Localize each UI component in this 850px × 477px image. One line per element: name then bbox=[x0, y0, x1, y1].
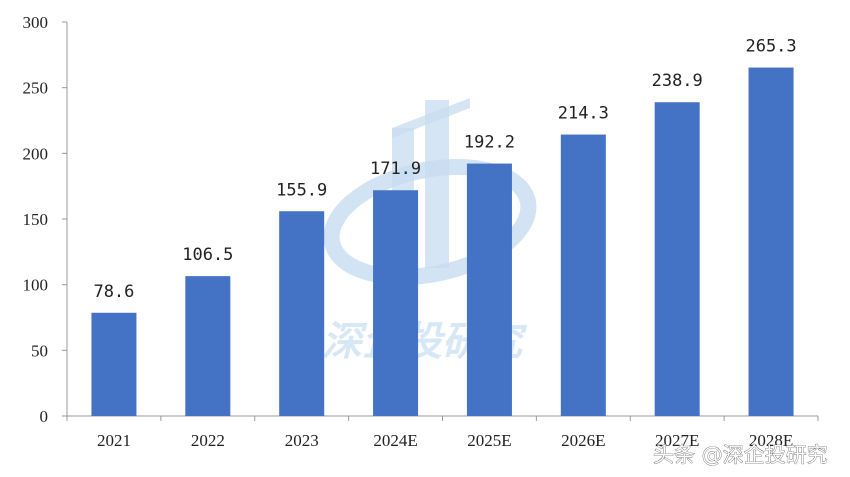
x-tick-label-2021: 2021 bbox=[97, 431, 131, 450]
watermark-ring bbox=[323, 159, 537, 285]
data-label-2026E: 214.3 bbox=[558, 104, 609, 124]
y-tick-label: 250 bbox=[23, 79, 49, 98]
y-tick-label: 50 bbox=[31, 341, 48, 360]
bar-2025E bbox=[466, 163, 512, 416]
x-tick-label-2023: 2023 bbox=[285, 431, 319, 450]
y-tick-label: 100 bbox=[23, 276, 49, 295]
x-axis-ticks: 2021 2022 2023 2024E 2025E 2026E 2027E 2028E bbox=[66, 416, 819, 450]
bar-2028E bbox=[748, 67, 794, 417]
y-tick-label: 300 bbox=[23, 13, 49, 32]
x-tick-label-2026E: 2026E bbox=[561, 431, 605, 450]
bar-2027E bbox=[654, 102, 700, 417]
y-tick-label: 0 bbox=[40, 407, 49, 426]
bar-2026E bbox=[560, 134, 606, 416]
watermark-roof bbox=[392, 98, 470, 138]
bar-2021 bbox=[91, 312, 137, 416]
bar-2023 bbox=[279, 211, 325, 416]
y-tick-label: 150 bbox=[23, 210, 49, 229]
bars bbox=[91, 67, 794, 417]
x-tick-label-2024E: 2024E bbox=[373, 431, 417, 450]
y-tick-label: 200 bbox=[23, 144, 49, 163]
credit-text: 头条 @深企投研究 bbox=[653, 443, 828, 467]
data-label-2023: 155.9 bbox=[276, 180, 327, 200]
x-tick-label-2022: 2022 bbox=[191, 431, 225, 450]
x-tick-label-2028E: 2028E bbox=[749, 431, 793, 450]
data-label-2025E: 192.2 bbox=[464, 133, 515, 153]
data-label-2024E: 171.9 bbox=[370, 159, 421, 179]
data-label-2028E: 265.3 bbox=[745, 37, 796, 57]
bar-2024E bbox=[373, 190, 419, 416]
y-axis-ticks: 0 50 100 150 200 250 300 bbox=[23, 13, 67, 426]
data-labels: 78.6 106.5 155.9 171.9 192.2 214.3 238.9 265.3 bbox=[93, 37, 796, 302]
watermark-pillar-right bbox=[425, 100, 449, 268]
data-label-2027E: 238.9 bbox=[652, 71, 703, 91]
x-tick-label-2025E: 2025E bbox=[467, 431, 511, 450]
data-label-2021: 78.6 bbox=[93, 282, 134, 302]
bar-2022 bbox=[185, 276, 231, 416]
data-label-2022: 106.5 bbox=[182, 245, 233, 265]
x-tick-label-2027E: 2027E bbox=[655, 431, 699, 450]
